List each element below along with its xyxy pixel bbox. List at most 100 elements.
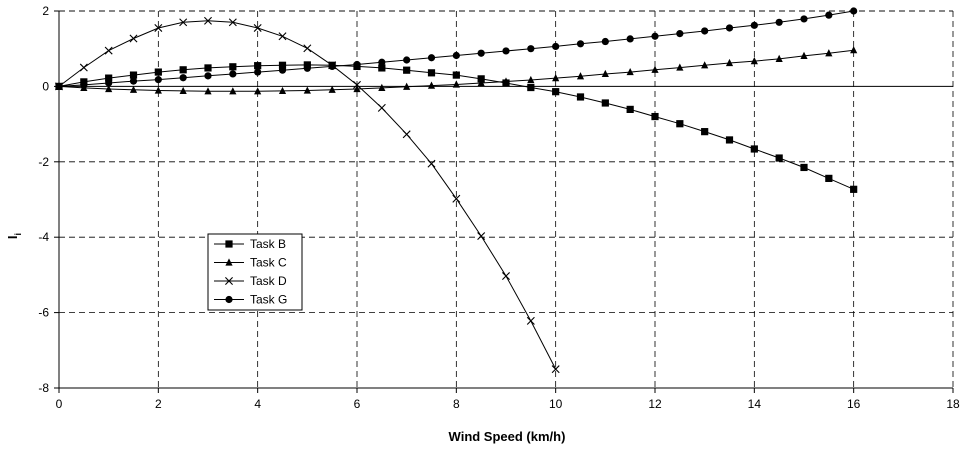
data-point-task-g [179,74,187,82]
x-tick-label: 12 [648,397,662,411]
data-point-task-b [850,185,858,193]
data-point-task-g [278,66,287,74]
series-group [55,7,858,374]
data-point-task-g [552,42,560,51]
data-point-task-g [477,49,485,57]
data-point-task-c [601,69,609,78]
data-point-task-c [427,81,436,89]
legend-label-task-d: Task D [250,274,287,288]
data-point-task-b [452,71,460,79]
data-point-task-c [328,85,336,93]
data-point-task-b [254,62,262,70]
data-point-task-d [377,103,386,112]
x-tick-label: 0 [56,397,63,411]
data-point-task-c [750,57,758,65]
legend-item-task-g: Task G [214,293,287,307]
data-point-task-d [427,159,436,168]
data-point-task-d [526,316,535,325]
data-point-task-b [477,75,485,83]
y-axis-title: Ii [5,233,23,239]
data-point-task-c [725,58,734,67]
legend-marker-task-d [225,277,233,285]
data-point-task-d [502,272,510,281]
data-point-task-c [701,61,709,69]
data-point-task-g [378,58,386,66]
data-point-task-d [477,232,486,241]
data-point-task-b [825,174,833,182]
data-point-task-c [254,87,262,95]
legend-label-task-c: Task C [250,256,287,270]
x-tick-label: 8 [453,397,460,411]
data-point-task-d [79,63,88,72]
data-point-task-g [576,40,585,48]
data-point-task-c [825,49,833,57]
data-point-task-g [80,81,88,89]
data-point-task-d [278,32,287,41]
data-point-task-g [502,47,510,55]
data-point-task-c [502,77,510,85]
data-point-task-d [353,80,361,89]
data-point-task-g [825,11,833,19]
data-point-task-b [676,120,684,128]
legend-marker-task-b [225,240,233,248]
y-tick-label: -6 [38,306,49,320]
y-tick-label: 0 [42,79,49,93]
data-point-task-b [651,112,659,121]
data-point-task-c [105,84,113,93]
data-point-task-g [403,56,411,64]
data-point-task-g [452,51,460,60]
data-point-task-g [129,77,138,85]
data-point-task-d [154,23,163,32]
legend-box [207,233,303,311]
x-tick-label: 2 [155,397,162,411]
data-point-task-c [378,83,386,92]
data-point-task-b [576,93,585,101]
x-tick-label: 18 [946,397,960,411]
data-point-task-c [353,84,361,93]
data-point-task-c [403,82,411,90]
data-point-task-b [378,64,386,72]
data-point-task-b [204,64,212,72]
data-point-task-c [154,86,162,94]
data-point-task-c [552,74,560,82]
x-tick-label: 4 [254,397,261,411]
data-point-task-g [229,70,237,78]
data-point-task-b [552,88,560,96]
data-point-task-c [229,87,237,95]
data-point-task-c [204,87,212,95]
data-point-task-g [750,21,758,29]
data-point-task-d [204,16,212,25]
data-point-task-g [55,82,63,90]
data-point-task-g [527,45,535,53]
x-tick-label: 6 [354,397,361,411]
data-point-task-c [850,46,858,54]
legend: Task B Task C Task D Task G [207,233,303,311]
data-point-task-b [427,69,436,77]
data-point-task-b [154,68,162,76]
axes [54,10,954,393]
grid [59,10,954,388]
series-task-b [55,61,858,193]
legend-label-task-b: Task B [250,237,286,251]
data-point-task-g [850,7,858,15]
data-point-task-c [452,80,460,88]
y-tick-label: 2 [42,4,49,18]
x-tick-label: 14 [748,397,762,411]
data-point-task-d [104,46,113,55]
data-point-task-g [254,68,262,76]
data-point-task-g [800,15,808,23]
data-point-task-d [228,18,237,27]
x-tick-label: 16 [847,397,861,411]
data-point-task-d [253,23,262,32]
data-point-task-g [775,18,783,26]
legend-marker-task-g [225,295,233,304]
data-point-task-g [651,32,659,40]
data-point-task-b [527,83,535,92]
data-point-task-c [775,54,783,62]
data-point-task-g [303,64,311,72]
data-point-task-b [229,63,237,71]
data-point-task-c [651,65,659,73]
data-point-task-c [278,86,287,95]
x-axis-title: Wind Speed (km/h) [449,429,566,444]
